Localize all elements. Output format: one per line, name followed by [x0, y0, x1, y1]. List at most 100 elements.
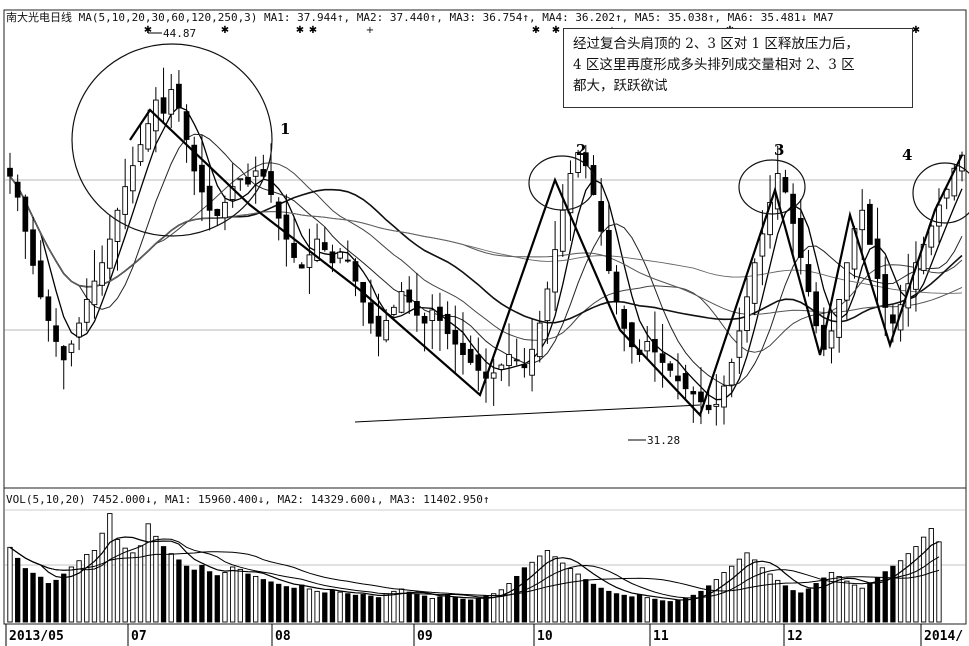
support-line	[354, 404, 701, 423]
candle	[37, 240, 44, 300]
zone-label-1: 1	[280, 120, 290, 138]
candle	[68, 340, 75, 367]
candle-body	[475, 354, 482, 371]
candle	[867, 199, 873, 245]
candle-body	[613, 271, 620, 303]
candle	[145, 109, 152, 152]
volume-bar	[913, 546, 919, 623]
volume-ma-lines	[9, 536, 940, 601]
x-tick-label: 10	[537, 629, 553, 644]
candle	[836, 299, 843, 353]
candle	[406, 276, 413, 314]
candle	[713, 374, 720, 426]
candle-body	[60, 346, 67, 361]
candle	[298, 262, 305, 269]
candle	[391, 304, 397, 317]
volume-bar	[299, 584, 305, 623]
candle-body	[245, 176, 251, 185]
candle	[398, 282, 405, 314]
volume-bar	[122, 547, 128, 623]
candle-body	[728, 361, 735, 386]
candle	[22, 194, 29, 259]
volume-bar	[529, 561, 535, 623]
candle	[129, 146, 136, 204]
x-tick-label: 07	[131, 629, 147, 644]
candle	[721, 375, 727, 425]
candle-body	[214, 208, 221, 216]
candle-body	[713, 403, 720, 407]
candle	[106, 214, 113, 280]
candle	[744, 277, 750, 343]
signal-marker: ✱	[552, 25, 560, 36]
signal-marker: ✱	[309, 25, 317, 36]
volume-bar	[698, 590, 704, 623]
candle-body	[329, 251, 336, 264]
candle-body	[176, 83, 182, 109]
candle-body	[237, 178, 244, 181]
volume-bar	[606, 590, 612, 623]
candle-body	[321, 242, 328, 251]
candle	[644, 325, 651, 359]
volume-bar	[752, 559, 758, 623]
commentary-line-2: 4 区这里再度形成多头排列成交量相对 2、3 区	[573, 57, 855, 73]
volume-bar	[429, 597, 435, 623]
volume-bar	[659, 600, 666, 623]
candle	[352, 258, 359, 297]
volume-bar	[7, 546, 13, 623]
zone-label-2: 2	[576, 141, 586, 159]
candle	[283, 194, 290, 267]
candle	[782, 169, 789, 194]
candle-body	[53, 325, 59, 342]
candle	[544, 281, 551, 344]
candle	[245, 163, 251, 187]
volume-bar	[268, 581, 274, 623]
candle	[206, 162, 213, 231]
candle	[414, 272, 420, 332]
candle-body	[191, 144, 198, 172]
candle-body	[444, 313, 451, 335]
candle	[252, 156, 259, 204]
volume-bar	[368, 595, 374, 623]
candle-body	[314, 238, 320, 261]
candle	[536, 310, 543, 363]
candle	[882, 256, 889, 337]
candle	[621, 305, 628, 352]
candle-body	[268, 171, 274, 195]
candle-body	[460, 342, 466, 356]
candle	[7, 152, 13, 194]
candle-body	[352, 261, 359, 282]
candle-body	[644, 340, 651, 352]
volume-bar	[30, 572, 36, 623]
zone-circle-4	[912, 162, 969, 224]
signal-marker: ✱	[221, 25, 229, 36]
volume-bar	[652, 598, 658, 623]
candle-body	[490, 372, 497, 379]
volume-bar	[214, 575, 220, 623]
candle	[383, 309, 390, 343]
candle-body	[106, 238, 113, 269]
volume-bar	[705, 585, 712, 623]
candle	[375, 293, 382, 357]
candle-body	[943, 188, 950, 199]
zone-circle-3	[738, 159, 806, 215]
volume-bar	[260, 579, 267, 623]
ma-line-3	[9, 162, 963, 353]
volume-bar	[721, 572, 727, 623]
volume-bar	[99, 532, 105, 623]
candle-body	[605, 229, 612, 272]
volume-bar	[636, 594, 643, 623]
volume-bar	[345, 593, 351, 623]
candle	[598, 178, 605, 246]
candle-body	[30, 229, 36, 266]
candle-body	[751, 262, 758, 304]
candle-body	[168, 89, 175, 115]
candle-body	[890, 314, 896, 324]
candle	[229, 163, 236, 208]
commentary-line-3: 都大，跃跃欲试	[573, 78, 668, 94]
volume-bar	[859, 587, 865, 623]
candle-body	[675, 375, 681, 382]
x-tick-label: 08	[275, 629, 291, 644]
volume-bar	[782, 585, 789, 623]
candle	[797, 199, 804, 275]
candle-body	[291, 242, 297, 258]
